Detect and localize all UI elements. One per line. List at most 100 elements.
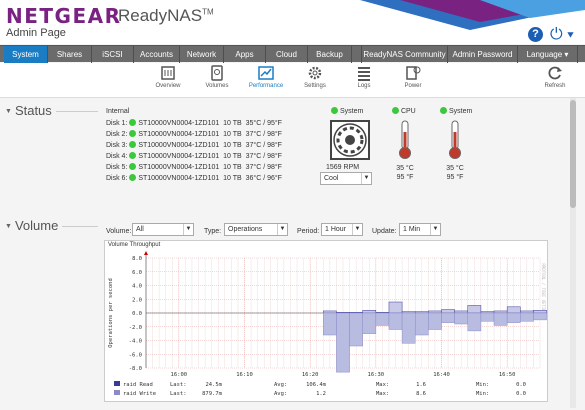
disk-size: 10 TB xyxy=(223,120,242,127)
disk-model: ST10000VN0004-1ZD101 xyxy=(138,142,220,149)
disk-name: Disk 1: xyxy=(106,120,128,127)
x-tick-label: 16:50 xyxy=(499,372,516,378)
legend-last-label: Last: xyxy=(170,382,187,388)
y-axis-arrow-icon xyxy=(144,251,148,255)
tab-readynas-community[interactable]: ReadyNAS Community xyxy=(362,46,448,63)
disk-size: 10 TB xyxy=(223,131,242,138)
legend-last-label: Last: xyxy=(170,391,187,397)
disk-row: Disk 6: ST10000VN0004-1ZD101 10 TB 36°C … xyxy=(106,174,282,184)
system-temp-title-text: System xyxy=(448,108,473,115)
chart-title: Volume Throughput xyxy=(108,242,161,248)
period-filter-select[interactable]: 1 Hour ▼ xyxy=(321,223,363,236)
tab-apps[interactable]: Apps xyxy=(224,46,266,63)
type-filter-select[interactable]: Operations ▼ xyxy=(224,223,288,236)
refresh-button[interactable]: Refresh xyxy=(528,65,582,89)
volumes-icon xyxy=(211,65,223,81)
volume-section-toggle[interactable]: ▼ Volume xyxy=(5,218,58,233)
series-bar xyxy=(401,312,416,344)
series-bar xyxy=(533,310,547,314)
series-bar xyxy=(520,310,534,314)
y-tick-label: -6.0 xyxy=(129,352,142,358)
fan-mode-select[interactable]: Cool ▼ xyxy=(320,172,372,185)
app-header: NETGEAR ReadyNASTM Admin Page ? ⏻ ▾ xyxy=(0,0,585,44)
subnav-overview[interactable]: Overview xyxy=(138,65,198,89)
disk-name: Disk 6: xyxy=(106,175,128,182)
subnav-performance[interactable]: Performance xyxy=(236,65,296,89)
legend-name: raid Read xyxy=(123,382,153,388)
fan-title: System xyxy=(331,107,363,115)
disk-temp: 36°C / 96°F xyxy=(245,175,282,182)
disk-row: Disk 3: ST10000VN0004-1ZD101 10 TB 37°C … xyxy=(106,141,282,151)
tab-language[interactable]: Language ▾ xyxy=(518,46,578,63)
tab-backup[interactable]: Backup xyxy=(308,46,352,63)
disk-temp: 37°C / 98°F xyxy=(245,153,282,160)
scrollbar-thumb[interactable] xyxy=(570,100,576,208)
performance-icon xyxy=(258,66,274,80)
series-bar xyxy=(480,312,495,322)
legend-max-value: 1.6 xyxy=(416,382,426,388)
tab-network[interactable]: Network xyxy=(180,46,224,63)
volume-filter-select[interactable]: All ▼ xyxy=(132,223,194,236)
internal-label: Internal xyxy=(106,108,130,115)
disk-size: 10 TB xyxy=(223,142,242,149)
disk-temp: 37°C / 98°F xyxy=(245,164,282,171)
product-text: ReadyNAS xyxy=(118,6,203,25)
tab-iscsi[interactable]: iSCSI xyxy=(92,46,134,63)
product-trademark: TM xyxy=(202,7,214,17)
system-temp-title: System xyxy=(440,107,472,115)
x-tick-label: 16:00 xyxy=(171,372,188,378)
power-menu-button[interactable]: ⏻ ▾ xyxy=(550,26,574,43)
scrollbar-track[interactable] xyxy=(570,98,576,408)
series-bar xyxy=(520,312,534,322)
brand-logo: NETGEAR xyxy=(6,4,122,28)
subnav-power[interactable]: Power xyxy=(383,65,443,89)
volume-divider xyxy=(62,226,98,227)
cpu-title-text: CPU xyxy=(400,108,416,115)
disk-status-dot-icon xyxy=(129,130,137,137)
subnav-label: Overview xyxy=(155,83,181,89)
y-tick-label: 0.0 xyxy=(132,311,142,317)
refresh-icon xyxy=(548,66,562,80)
admin-page-label: Admin Page xyxy=(6,27,66,39)
x-tick-label: 16:10 xyxy=(236,372,253,378)
tab-shares[interactable]: Shares xyxy=(48,46,92,63)
collapse-triangle-icon: ▼ xyxy=(5,223,12,231)
disk-name: Disk 2: xyxy=(106,131,128,138)
fan-rpm: 1569 RPM xyxy=(326,164,360,171)
series-bar xyxy=(506,312,521,323)
tab-system[interactable]: System xyxy=(4,46,48,63)
tab-cloud[interactable]: Cloud xyxy=(266,46,308,63)
disk-temp: 37°C / 98°F xyxy=(245,142,282,149)
legend-min-value: 0.0 xyxy=(516,391,526,397)
legend-max-label: Max: xyxy=(376,382,389,388)
legend-last-value: 24.5m xyxy=(205,382,222,388)
tab-admin-password[interactable]: Admin Password xyxy=(448,46,518,63)
status-section-toggle[interactable]: ▼ Status xyxy=(5,103,52,118)
update-filter-label: Update: xyxy=(372,228,397,235)
fan-mode-value: Cool xyxy=(324,175,339,182)
series-bar xyxy=(467,305,482,314)
x-tick-label: 16:30 xyxy=(368,372,385,378)
disk-model: ST10000VN0004-1ZD101 xyxy=(138,120,220,127)
subnav-volumes[interactable]: Volumes xyxy=(187,65,247,89)
disk-model: ST10000VN0004-1ZD101 xyxy=(138,131,220,138)
cpu-temp: 35 °C 95 °F xyxy=(385,164,425,182)
series-bar xyxy=(454,310,469,314)
volume-filter-label: Volume: xyxy=(106,228,132,235)
disk-row: Disk 4: ST10000VN0004-1ZD101 10 TB 37°C … xyxy=(106,152,282,162)
legend-max-value: 8.6 xyxy=(416,391,426,397)
legend-min-value: 0.0 xyxy=(516,382,526,388)
disk-name: Disk 4: xyxy=(106,153,128,160)
disk-status-dot-icon xyxy=(129,152,137,159)
cpu-title: CPU xyxy=(392,107,416,115)
chevron-down-icon: ▼ xyxy=(430,224,440,235)
tab-accounts[interactable]: Accounts xyxy=(134,46,180,63)
subnav-logs[interactable]: Logs xyxy=(334,65,394,89)
update-filter-select[interactable]: 1 Min ▼ xyxy=(399,223,441,236)
y-tick-label: 6.0 xyxy=(132,270,142,276)
help-button[interactable]: ? xyxy=(528,27,543,42)
disk-name: Disk 5: xyxy=(106,164,128,171)
subnav-settings[interactable]: Settings xyxy=(285,65,345,89)
series-bar xyxy=(454,312,469,325)
legend-min-label: Min: xyxy=(476,382,489,388)
